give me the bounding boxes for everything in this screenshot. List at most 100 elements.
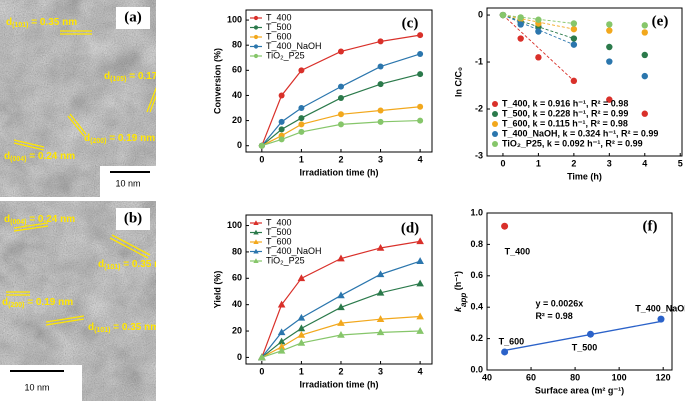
legend-marker: [253, 248, 259, 254]
x-tick-label: 4: [642, 158, 647, 168]
legend-label: T_600: [266, 236, 292, 246]
lattice-fringe-marker: [13, 139, 45, 148]
y-tick-label: 1.0: [470, 207, 483, 217]
point: [606, 43, 613, 51]
series-line: [261, 119, 421, 147]
panel-label: (b): [124, 210, 142, 226]
point: [501, 348, 509, 356]
x-tick-label: 40: [482, 372, 492, 382]
plane: (101): [12, 22, 28, 29]
x-axis-label: Irradiation time (h): [299, 167, 378, 177]
legend-label: T_600, k = 0.115 h⁻¹, R² = 0.98: [502, 118, 628, 128]
x-axis-label: Surface area (m² g⁻¹): [535, 385, 624, 395]
point-label: T_600: [499, 336, 525, 346]
marker: [297, 338, 306, 346]
legend-marker: [253, 258, 259, 263]
x-tick-label: 1: [299, 154, 304, 164]
d-spacing-label: d(105) = 0.17 nm: [104, 71, 175, 84]
x-tick-label: 0: [500, 158, 505, 168]
symbol: d: [98, 259, 104, 270]
y-tick-label: 40: [232, 90, 242, 100]
x-axis-label: Irradiation time (h): [299, 379, 378, 389]
marker: [377, 81, 384, 88]
point: [641, 22, 648, 29]
point: [517, 21, 524, 28]
d-spacing-label: d(200) = 0.19 nm: [2, 297, 73, 310]
y-tick-label: 60: [232, 273, 242, 283]
marker: [376, 315, 385, 322]
panel-label: (e): [652, 13, 669, 29]
symbol: d: [84, 133, 90, 144]
marker: [377, 107, 384, 114]
marker: [416, 237, 424, 245]
marker: [278, 126, 285, 133]
marker: [417, 32, 424, 39]
d-spacing-label: d(004) = 0.24 nm: [4, 151, 75, 164]
marker: [298, 128, 305, 135]
x-tick-label: 120: [656, 372, 671, 382]
series-line: [261, 260, 421, 358]
marker: [258, 142, 265, 149]
x-tick-label: 60: [526, 372, 536, 382]
point: [587, 330, 595, 338]
marker: [376, 328, 385, 336]
d-spacing-label: d(004) = 0.24 nm: [4, 214, 75, 227]
y-tick-label: 80: [232, 40, 242, 50]
marker: [376, 270, 385, 278]
marker: [277, 342, 286, 350]
marker: [337, 254, 345, 262]
tem-panel: d(004) = 0.24 nm d(101) = 0.35 nm d(200) =…: [0, 208, 169, 401]
legend-label: T_600: [266, 31, 292, 41]
y-tick-label: 80: [232, 246, 242, 256]
y-tick-label: 0: [237, 352, 242, 362]
x-tick-label: 1: [536, 158, 541, 168]
marker: [416, 312, 424, 320]
x-tick-label: 3: [607, 158, 612, 168]
y-tick-label: 60: [232, 65, 242, 75]
marker: [277, 328, 286, 336]
point: [606, 21, 613, 28]
legend-marker: [253, 34, 259, 40]
y-tick-label: 100: [227, 220, 242, 230]
point: [570, 35, 578, 42]
point: [570, 25, 578, 33]
series-line: [261, 34, 421, 146]
x-tick-label: 4: [418, 154, 423, 164]
scale-bar-label: 10 nm: [24, 382, 49, 392]
d-spacing-label: d(101) = 0.35 nm: [98, 259, 169, 272]
lattice-fringe-marker: [13, 142, 45, 151]
point: [606, 27, 613, 34]
marker: [277, 346, 286, 354]
y-tick-label: -1: [475, 56, 483, 66]
x-tick-label: 0: [259, 154, 264, 164]
marker: [277, 300, 286, 308]
y-tick-label: 0.6: [470, 270, 483, 280]
x-tick-label: 2: [338, 366, 343, 376]
y-tick-label: 0.0: [470, 364, 483, 374]
spacing: = 0.24 nm: [26, 214, 75, 225]
point: [517, 35, 524, 42]
lattice-fringe-marker: [109, 237, 149, 259]
x-tick-label: 2: [338, 154, 343, 164]
lattice-fringe-marker: [149, 94, 156, 113]
y-tick-label: 0: [237, 140, 242, 150]
marker: [297, 313, 306, 321]
fit-line: [502, 14, 575, 82]
marker: [337, 121, 344, 128]
lattice-fringe-marker: [67, 115, 85, 137]
marker: [297, 330, 306, 338]
y-axis-label: kapp (h⁻¹): [453, 271, 467, 312]
series-line: [261, 73, 421, 147]
panel-label-box: [116, 7, 150, 29]
plot-frame: [245, 214, 433, 365]
legend-marker: [492, 101, 498, 107]
lattice-fringe-marker: [146, 86, 156, 113]
spacing: = 0.35 nm: [28, 17, 77, 28]
legend-marker: [253, 229, 259, 235]
panel-label: (c): [402, 15, 419, 31]
point: [606, 58, 613, 65]
scale-bar-label: 10 nm: [115, 178, 140, 188]
marker: [337, 303, 345, 311]
legend-label: T_400_NaOH: [266, 41, 322, 51]
d-spacing-label: d(200) = 0.19 nm: [84, 133, 155, 146]
